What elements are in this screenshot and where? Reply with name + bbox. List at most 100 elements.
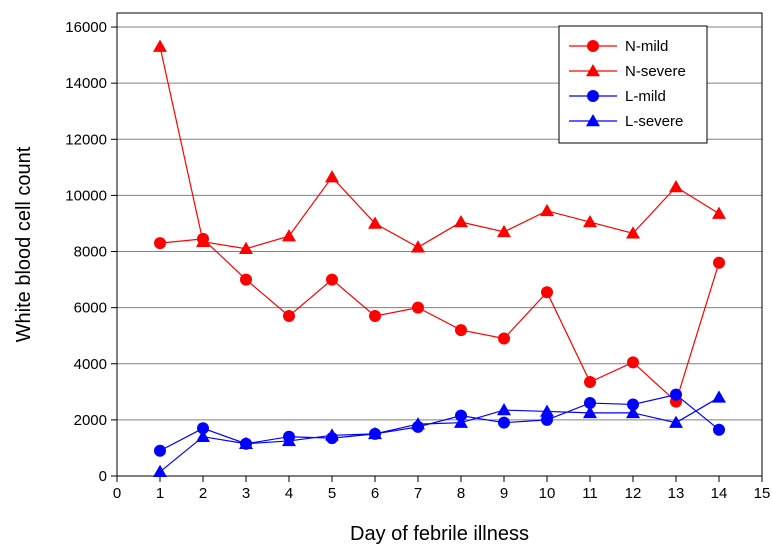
data-point-l-severe [454, 415, 468, 428]
data-point-l-severe [153, 464, 167, 478]
x-axis-title: Day of febrile illness [350, 523, 529, 545]
y-tick-label: 0 [99, 468, 107, 485]
series-l-severe [153, 390, 726, 478]
axes: 0 1 2 3 4 5 6 7 8 9 10 11 12 13 14 15020004000600080001… [65, 19, 770, 502]
data-point-n-severe [583, 215, 597, 228]
data-point-l-severe [325, 428, 339, 441]
data-point-n-severe [325, 170, 339, 183]
legend-label: N-mild [625, 38, 668, 55]
series-line-l-severe [159, 396, 720, 473]
legend-label: N-severe [625, 63, 686, 80]
data-point-l-severe [497, 403, 511, 416]
data-point-n-mild [240, 273, 252, 286]
y-tick-label: 16000 [65, 19, 107, 36]
x-tick-label: 15 [754, 485, 771, 502]
x-tick-label: 5 [328, 485, 336, 502]
data-point-n-mild [283, 310, 295, 323]
legend-item-l-mild: L-mild [569, 88, 666, 105]
data-point-n-severe [282, 229, 296, 242]
series-line-n-severe [159, 46, 720, 250]
data-point-l-severe [669, 415, 683, 428]
data-point-n-severe [153, 39, 167, 52]
data-point-n-mild [455, 324, 467, 337]
x-tick-label: 2 [199, 485, 207, 502]
x-tick-label: 3 [242, 485, 250, 502]
y-tick-label: 10000 [65, 187, 107, 204]
legend-marker [587, 90, 599, 102]
data-point-n-mild [412, 301, 424, 314]
series-l-mild [154, 388, 725, 457]
legend-marker [586, 114, 600, 127]
data-point-n-severe [454, 215, 468, 228]
y-tick-label: 2000 [74, 412, 107, 429]
data-point-l-mild [154, 444, 166, 457]
data-point-n-mild [498, 332, 510, 345]
data-point-l-mild [197, 422, 209, 435]
data-point-n-severe [540, 203, 554, 217]
data-point-l-mild [541, 413, 553, 426]
x-tick-label: 13 [668, 485, 685, 502]
legend-marker [586, 64, 600, 77]
y-tick-label: 4000 [74, 356, 107, 373]
data-point-l-severe [626, 405, 640, 419]
x-tick-label: 1 [156, 485, 164, 502]
x-tick-label: 7 [414, 485, 422, 502]
data-point-n-severe [196, 234, 210, 247]
x-tick-label: 10 [539, 485, 556, 502]
x-tick-label: 11 [582, 485, 598, 502]
gridlines [117, 26, 762, 421]
data-point-n-mild [627, 356, 639, 369]
data-point-l-mild [455, 409, 467, 422]
x-tick-label: 0 [113, 485, 121, 502]
data-point-n-severe [411, 240, 425, 253]
data-point-n-severe [712, 206, 726, 219]
data-point-n-severe [239, 241, 253, 254]
data-point-n-mild [541, 286, 553, 299]
data-point-n-severe [497, 224, 511, 238]
series-line-l-mild [159, 393, 720, 452]
data-point-l-severe [239, 436, 253, 449]
y-tick-label: 6000 [74, 300, 107, 317]
y-axis-title: White blood cell count [13, 146, 35, 342]
legend-item-l-severe: L-severe [569, 113, 683, 130]
legend: N-mild N-severe L-mild L-severe [558, 25, 708, 144]
data-point-n-mild [369, 310, 381, 323]
series-group [153, 39, 726, 478]
data-point-l-mild [670, 388, 682, 401]
data-point-l-mild [498, 416, 510, 429]
series-n-severe [153, 39, 726, 254]
data-point-l-severe [540, 404, 554, 417]
data-point-n-mild [584, 375, 596, 388]
x-tick-label: 9 [500, 485, 508, 502]
series-line-n-mild [159, 238, 720, 403]
data-point-l-severe [583, 405, 597, 419]
data-point-n-mild [154, 237, 166, 250]
data-point-l-mild [627, 398, 639, 411]
data-point-n-mild [713, 256, 725, 269]
data-point-l-severe [712, 390, 726, 403]
y-tick-label: 14000 [65, 75, 107, 92]
legend-item-n-severe: N-severe [569, 63, 686, 80]
legend-label: L-severe [625, 113, 683, 130]
data-point-n-severe [626, 226, 640, 239]
x-tick-label: 6 [371, 485, 379, 502]
x-tick-label: 14 [711, 485, 728, 502]
data-point-l-mild [713, 423, 725, 436]
data-point-l-severe [196, 429, 210, 442]
legend-label: L-mild [625, 88, 666, 105]
data-point-l-severe [411, 417, 425, 430]
plot-area [116, 12, 763, 477]
data-point-n-mild [326, 273, 338, 286]
legend-marker [587, 40, 599, 52]
data-point-l-severe [282, 433, 296, 447]
data-point-n-severe [669, 179, 683, 193]
series-n-mild [154, 232, 725, 408]
data-point-n-severe [368, 216, 382, 229]
x-tick-label: 4 [285, 485, 293, 502]
data-point-l-mild [584, 397, 596, 410]
x-tick-label: 12 [625, 485, 642, 502]
y-tick-label: 8000 [74, 244, 107, 261]
x-tick-label: 8 [457, 485, 465, 502]
